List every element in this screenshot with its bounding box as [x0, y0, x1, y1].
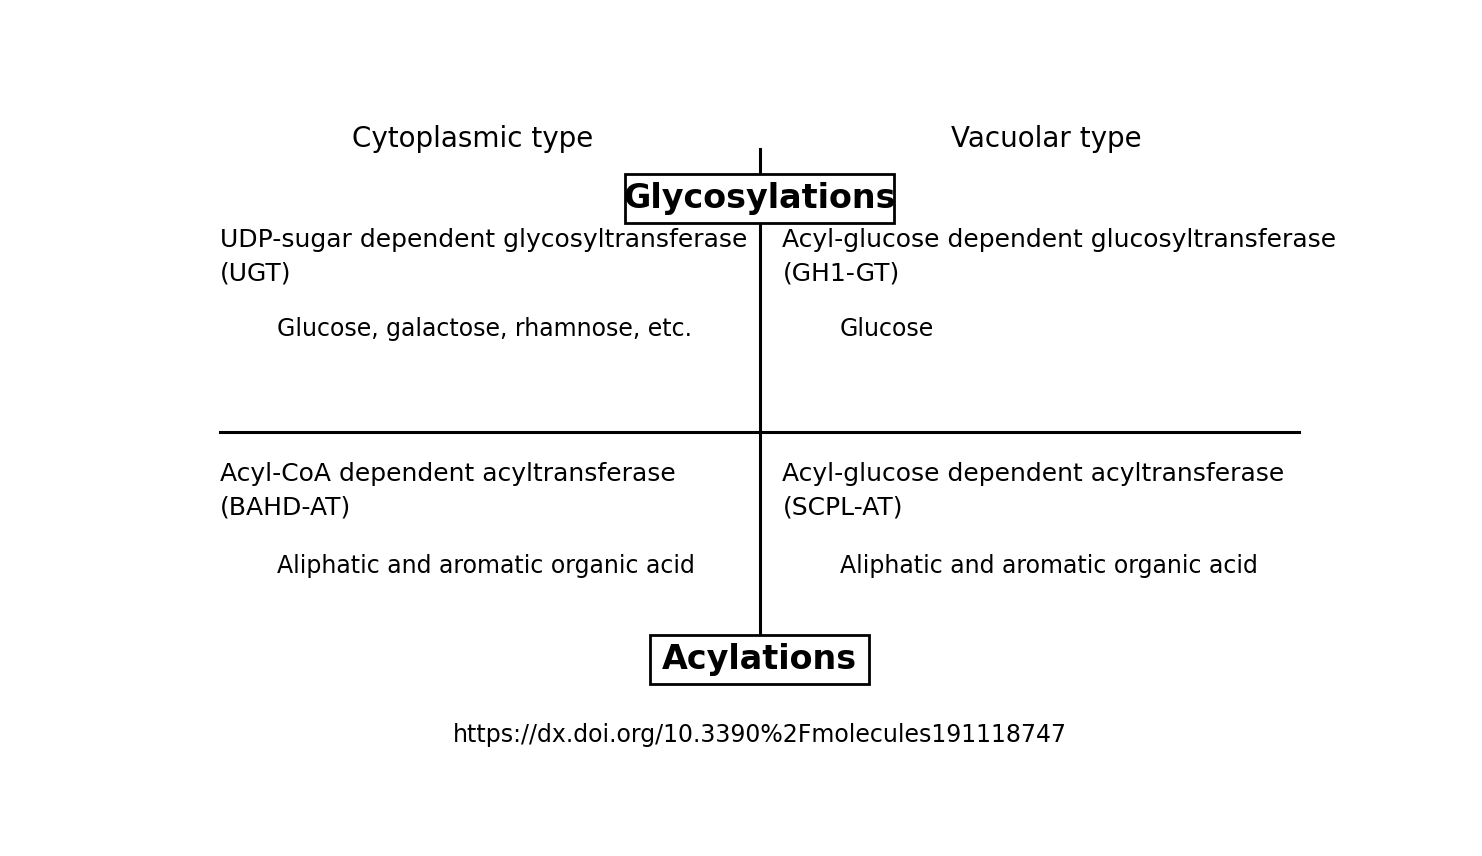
- FancyBboxPatch shape: [651, 635, 868, 685]
- Text: Vacuolar type: Vacuolar type: [951, 125, 1143, 153]
- Text: Acyl-CoA dependent acyltransferase
(BAHD-AT): Acyl-CoA dependent acyltransferase (BAHD…: [219, 462, 676, 520]
- Text: Acyl-glucose dependent acyltransferase
(SCPL-AT): Acyl-glucose dependent acyltransferase (…: [782, 462, 1285, 520]
- Text: Aliphatic and aromatic organic acid: Aliphatic and aromatic organic acid: [277, 554, 695, 578]
- FancyBboxPatch shape: [624, 174, 895, 223]
- Text: Glucose: Glucose: [840, 317, 934, 341]
- Text: Acyl-glucose dependent glucosyltransferase
(GH1-GT): Acyl-glucose dependent glucosyltransfera…: [782, 228, 1337, 285]
- Text: UDP-sugar dependent glycosyltransferase
(UGT): UDP-sugar dependent glycosyltransferase …: [219, 228, 747, 285]
- Text: https://dx.doi.org/10.3390%2Fmolecules191118747: https://dx.doi.org/10.3390%2Fmolecules19…: [452, 723, 1067, 747]
- Text: Cytoplasmic type: Cytoplasmic type: [351, 125, 593, 153]
- Text: Acylations: Acylations: [662, 643, 857, 676]
- Text: Glycosylations: Glycosylations: [624, 181, 895, 215]
- Text: Glucose, galactose, rhamnose, etc.: Glucose, galactose, rhamnose, etc.: [277, 317, 692, 341]
- Text: Aliphatic and aromatic organic acid: Aliphatic and aromatic organic acid: [840, 554, 1258, 578]
